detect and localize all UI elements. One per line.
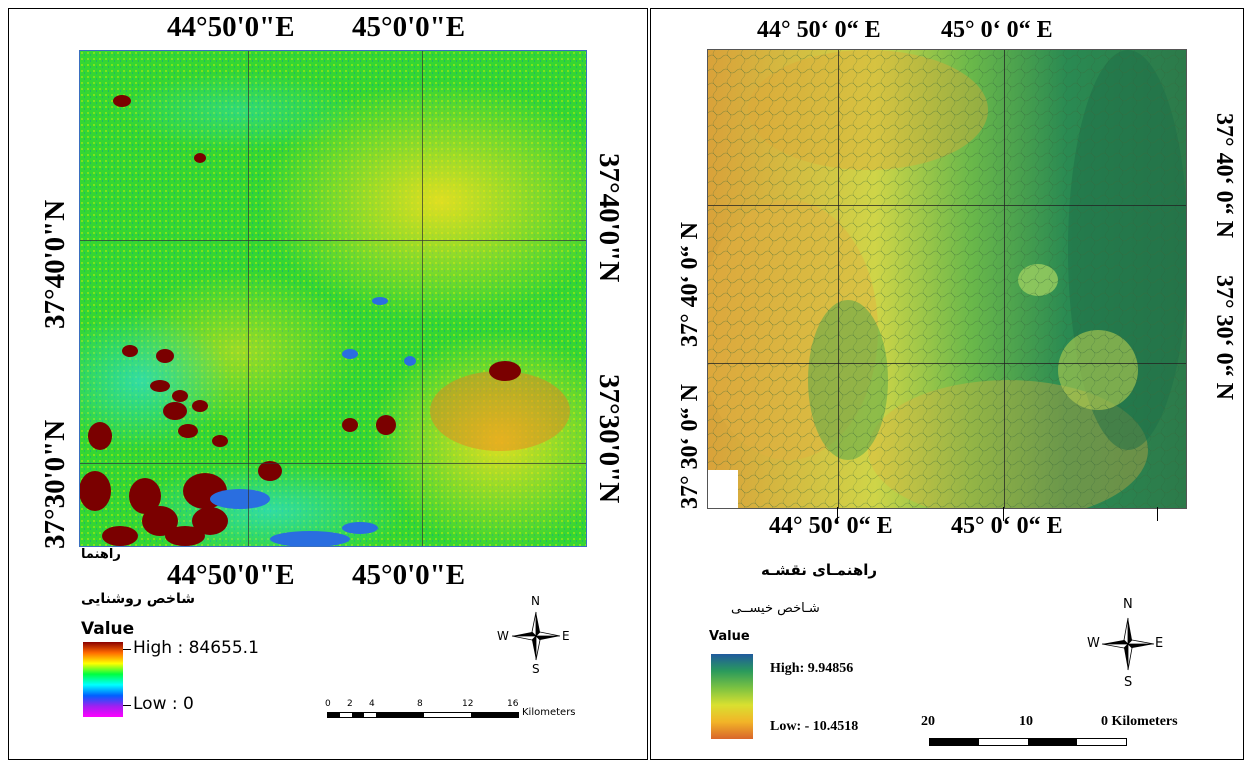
compass-s: S [532,662,540,676]
high-value-label: High : 84655.1 [133,638,259,658]
left-latitude-label-2: 37°30'0"N [39,419,71,549]
bottom-longitude-label-2: 45° 0‘ 0“ E [951,513,1063,539]
compass-rose-icon [1101,617,1155,671]
compass-e: E [562,629,570,643]
scale-tick-16: 16 [507,699,519,709]
brightness-index-raster [79,50,587,547]
compass-s: S [1124,675,1133,690]
scale-tick-0: 0 [325,699,331,709]
compass-e: E [1155,636,1164,651]
left-latitude-label-2: 37° 30‘ 0“ N [677,384,703,509]
north-arrow: N S E W [1083,597,1164,690]
right-latitude-label-1: 37°40'0"N [593,153,625,283]
scale-tick-4: 4 [369,699,375,709]
value-label: Value [709,629,750,644]
wetness-index-map-panel: 44° 50‘ 0“ E 45° 0‘ 0“ E [650,8,1244,760]
scale-bar: 0 2 4 8 12 16 Kilometers [325,699,576,721]
wetness-color-ramp [711,654,753,739]
scale-tick-2: 2 [347,699,353,709]
scale-tick-12: 12 [462,699,474,709]
scale-tick-0: 0 Kilometers [1101,714,1178,729]
brightness-index-map-panel: 44°50'0"E 45°0'0"E [8,8,648,760]
bottom-longitude-label-1: 44° 50‘ 0“ E [769,513,893,539]
layer-name: شاخص روشنایی [81,591,196,607]
scale-tick-10: 10 [1019,714,1033,729]
value-label: Value [81,619,135,639]
left-latitude-label-1: 37°40'0"N [39,199,71,329]
scale-tick-8: 8 [417,699,423,709]
scale-bar: 20 10 0 Kilometers [921,714,1231,748]
scale-bar-frame [327,712,519,718]
wetness-raster-image [708,50,1186,508]
left-latitude-label-1: 37° 40‘ 0“ N [677,222,703,347]
scale-unit: Kilometers [522,707,576,718]
right-latitude-label-1: 37° 40‘ 0“ N [1211,113,1237,238]
high-tick [123,649,131,650]
low-value-label: Low: - 10.4518 [770,719,859,734]
tick-mark-2 [1003,507,1004,521]
compass-n: N [531,594,540,608]
top-longitude-label-1: 44° 50‘ 0“ E [757,17,881,43]
scale-tick-20: 20 [921,714,935,729]
compass-n: N [1123,597,1133,612]
right-latitude-label-2: 37°30'0"N [593,374,625,504]
wetness-index-raster [707,49,1187,509]
tick-mark-3 [1157,507,1158,521]
scale-bar-frame [929,738,1127,746]
brightness-color-ramp [83,642,123,717]
top-longitude-label-2: 45° 0‘ 0“ E [941,17,1053,43]
low-value-label: Low : 0 [133,694,194,714]
bottom-longitude-label-1: 44°50'0"E [167,559,295,591]
layer-name: شـاخص خیســی [731,601,820,616]
north-arrow: N S E W [491,594,571,676]
top-longitude-label-1: 44°50'0"E [167,11,295,43]
tick-mark-1 [837,507,838,521]
brightness-raster-image [80,51,586,546]
compass-w: W [1087,636,1100,651]
low-tick [123,705,131,706]
legend-title: راهنما [81,547,121,562]
bottom-longitude-label-2: 45°0'0"E [352,559,466,591]
legend-title: راهنمـای نقشـه [761,561,878,579]
right-latitude-label-2: 37° 30‘ 0“ N [1211,275,1237,400]
compass-rose-icon [511,611,561,661]
top-longitude-label-2: 45°0'0"E [352,11,466,43]
compass-w: W [497,629,509,643]
high-value-label: High: 9.94856 [770,661,854,676]
